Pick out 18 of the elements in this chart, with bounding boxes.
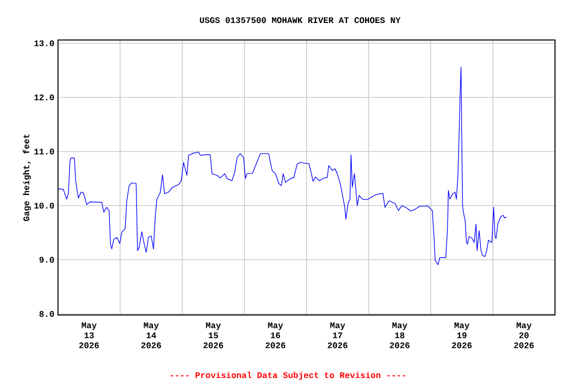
- line-series: [58, 66, 507, 265]
- x-tick-label: May 15 2026: [204, 322, 224, 348]
- y-tick-label: 13.0: [34, 40, 54, 46]
- x-tick-label: May 19 2026: [452, 322, 472, 348]
- y-tick-label: 9.0: [39, 256, 54, 263]
- x-tick-label: May 17 2026: [328, 322, 348, 348]
- x-tick-label: May 13 2026: [79, 322, 99, 348]
- chart-title: USGS 01357500 MOHAWK RIVER AT COHOES NY: [200, 17, 401, 24]
- y-tick-label: 8.0: [39, 311, 54, 317]
- x-tick-label: May 20 2026: [514, 322, 534, 348]
- x-tick-label: May 16 2026: [266, 322, 286, 348]
- y-tick-label: 10.0: [34, 202, 54, 209]
- x-tick-label: May 18 2026: [390, 322, 410, 348]
- x-tick-label: May 14 2026: [141, 322, 162, 348]
- text: ---- Provisional Data Subject to Revision ----: [170, 372, 406, 380]
- y-tick-label: 11.0: [34, 148, 54, 154]
- y-axis-title: Gage height, feet: [22, 134, 31, 222]
- y-tick-label: 12.0: [34, 94, 54, 100]
